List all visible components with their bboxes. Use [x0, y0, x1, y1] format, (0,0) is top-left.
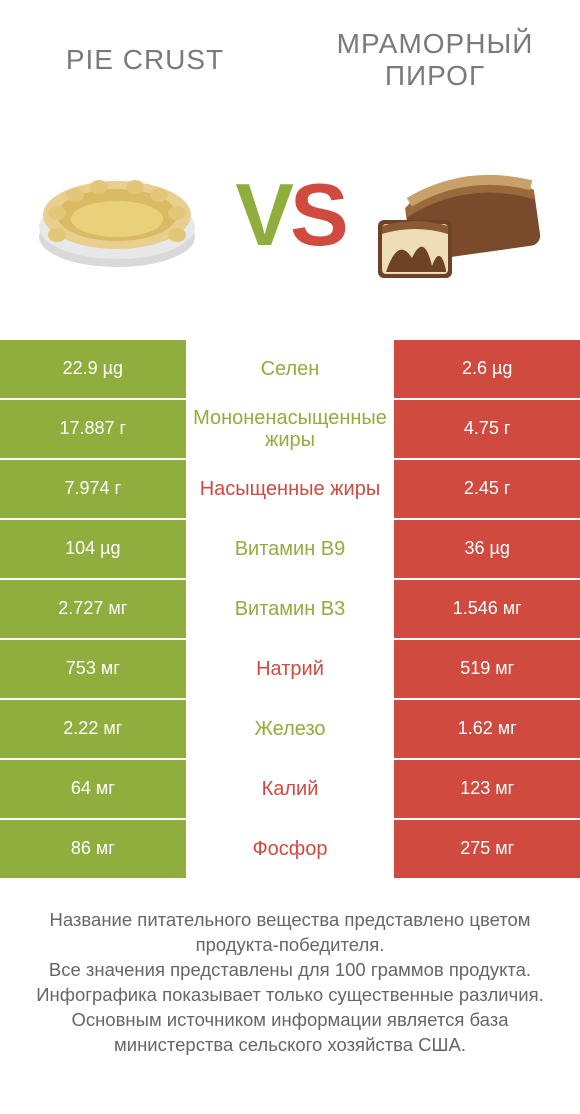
value-right: 2.45 г — [394, 460, 580, 518]
vs-label: VS — [212, 164, 368, 266]
table-row: 753 мгНатрий519 мг — [0, 640, 580, 700]
nutrient-label: Селен — [186, 340, 395, 398]
value-right: 123 мг — [394, 760, 580, 818]
hero-image-left — [22, 145, 212, 285]
table-row: 7.974 гНасыщенные жиры2.45 г — [0, 460, 580, 520]
table-row: 2.22 мгЖелезо1.62 мг — [0, 700, 580, 760]
value-left: 2.727 мг — [0, 580, 186, 638]
value-left: 2.22 мг — [0, 700, 186, 758]
hero-row: VS — [0, 120, 580, 310]
vs-v: V — [235, 165, 290, 264]
nutrient-label: Калий — [186, 760, 395, 818]
value-left: 753 мг — [0, 640, 186, 698]
pie-crust-icon — [27, 145, 207, 285]
value-left: 7.974 г — [0, 460, 186, 518]
value-right: 1.546 мг — [394, 580, 580, 638]
comparison-table: 22.9 µgСелен2.6 µg17.887 гМононенасыщенн… — [0, 340, 580, 880]
nutrient-label: Натрий — [186, 640, 395, 698]
marble-cake-icon — [368, 140, 558, 290]
nutrient-label: Фосфор — [186, 820, 395, 878]
value-left: 64 мг — [0, 760, 186, 818]
value-right: 36 µg — [394, 520, 580, 578]
vs-s: S — [290, 165, 345, 264]
nutrient-label: Железо — [186, 700, 395, 758]
value-left: 86 мг — [0, 820, 186, 878]
value-right: 519 мг — [394, 640, 580, 698]
table-row: 17.887 гМононенасыщенные жиры4.75 г — [0, 400, 580, 460]
value-left: 22.9 µg — [0, 340, 186, 398]
footnote: Название питательного вещества представл… — [0, 880, 580, 1058]
title-left: Pie crust — [0, 44, 290, 76]
value-right: 275 мг — [394, 820, 580, 878]
value-left: 17.887 г — [0, 400, 186, 458]
table-row: 104 µgВитамин B936 µg — [0, 520, 580, 580]
nutrient-label: Витамин B9 — [186, 520, 395, 578]
nutrient-label: Мононенасыщенные жиры — [186, 400, 395, 458]
table-row: 64 мгКалий123 мг — [0, 760, 580, 820]
value-right: 1.62 мг — [394, 700, 580, 758]
table-row: 86 мгФосфор275 мг — [0, 820, 580, 880]
hero-image-right — [368, 140, 558, 290]
table-row: 22.9 µgСелен2.6 µg — [0, 340, 580, 400]
value-right: 4.75 г — [394, 400, 580, 458]
value-left: 104 µg — [0, 520, 186, 578]
nutrient-label: Витамин B3 — [186, 580, 395, 638]
nutrient-label: Насыщенные жиры — [186, 460, 395, 518]
value-right: 2.6 µg — [394, 340, 580, 398]
title-right: Мраморный пирог — [290, 28, 580, 92]
table-row: 2.727 мгВитамин B31.546 мг — [0, 580, 580, 640]
infographic-root: Pie crust Мраморный пирог — [0, 0, 580, 1058]
titles-row: Pie crust Мраморный пирог — [0, 0, 580, 120]
